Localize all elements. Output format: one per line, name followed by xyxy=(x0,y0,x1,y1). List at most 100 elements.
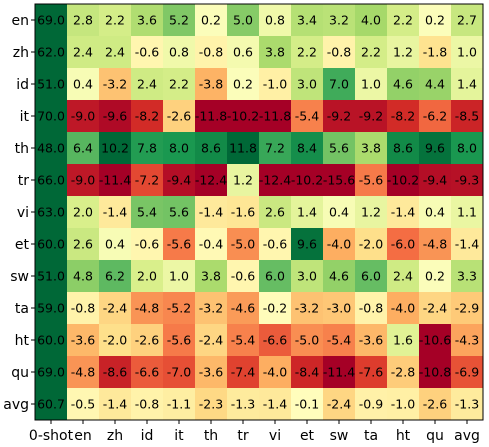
cell-value: -4.0 xyxy=(391,301,415,316)
cell-value: -9.4 xyxy=(167,173,191,188)
cell-value: -0.6 xyxy=(135,237,159,252)
cell-value: 2.7 xyxy=(457,13,477,28)
cell-value: 59.0 xyxy=(37,301,65,316)
cell-value: 69.0 xyxy=(37,13,65,28)
cell-et-th xyxy=(195,228,228,261)
cell-vi-avg xyxy=(451,196,484,229)
cell-avg-id xyxy=(131,388,164,421)
cell-ht-ta xyxy=(355,324,388,357)
cell-qu-0-shot xyxy=(35,356,68,389)
cell-value: 8.6 xyxy=(201,141,221,156)
cell-sw-et xyxy=(291,260,324,293)
cell-sw-vi xyxy=(259,260,292,293)
cell-value: 1.4 xyxy=(297,205,317,220)
cell-en-sw xyxy=(323,4,356,37)
cell-en-zh xyxy=(99,4,132,37)
cell-value: -9.2 xyxy=(359,109,383,124)
cell-value: -6.6 xyxy=(135,365,159,380)
cell-value: 1.0 xyxy=(361,77,381,92)
y-tick-label-ht: ht xyxy=(15,333,30,349)
cell-it-it xyxy=(163,100,196,133)
cell-value: -5.0 xyxy=(231,237,255,252)
cell-ta-sw xyxy=(323,292,356,325)
cell-value: -12.4 xyxy=(195,173,227,188)
cell-value: -11.8 xyxy=(259,109,291,124)
cell-tr-th xyxy=(195,164,228,197)
cell-value: -8.6 xyxy=(103,365,127,380)
cell-value: 1.6 xyxy=(393,333,413,348)
cell-zh-sw xyxy=(323,36,356,69)
cell-value: -0.4 xyxy=(199,237,223,252)
cell-value: 66.0 xyxy=(37,173,65,188)
cell-avg-th xyxy=(195,388,228,421)
cell-tr-en xyxy=(67,164,100,197)
cell-ht-0-shot xyxy=(35,324,68,357)
cell-value: 2.4 xyxy=(137,77,157,92)
cell-value: 0.4 xyxy=(105,237,125,252)
cell-qu-id xyxy=(131,356,164,389)
cell-value: -2.6 xyxy=(167,109,191,124)
cell-value: 0.2 xyxy=(425,13,445,28)
cell-ht-sw xyxy=(323,324,356,357)
cell-value: 9.6 xyxy=(425,141,445,156)
cell-value: 3.8 xyxy=(201,269,221,284)
cell-value: -8.2 xyxy=(135,109,159,124)
cell-value: -15.6 xyxy=(323,173,355,188)
cell-vi-sw xyxy=(323,196,356,229)
x-tick-label-sw: sw xyxy=(330,428,349,444)
cell-value: -0.6 xyxy=(263,237,287,252)
cell-ht-id xyxy=(131,324,164,357)
cell-ta-it xyxy=(163,292,196,325)
cell-value: -9.2 xyxy=(327,109,351,124)
cell-it-ht xyxy=(387,100,420,133)
cell-value: 1.1 xyxy=(457,205,477,220)
cell-ta-ta xyxy=(355,292,388,325)
x-tick-label-ta: ta xyxy=(364,428,378,444)
cell-value: -3.6 xyxy=(199,365,223,380)
y-tick-label-tr: tr xyxy=(18,173,29,189)
cell-value: 8.0 xyxy=(169,141,189,156)
cell-tr-ta xyxy=(355,164,388,197)
cell-value: -4.6 xyxy=(231,301,255,316)
x-tick-label-en: en xyxy=(74,428,92,444)
cell-th-zh xyxy=(99,132,132,165)
cell-value: -5.2 xyxy=(167,301,191,316)
cell-et-ht xyxy=(387,228,420,261)
cell-id-qu xyxy=(419,68,452,101)
cell-th-en xyxy=(67,132,100,165)
cell-value: -10.8 xyxy=(419,365,451,380)
x-tick-label-id: id xyxy=(141,428,154,444)
cell-value: 6.0 xyxy=(265,269,285,284)
cell-value: 2.2 xyxy=(297,45,317,60)
cell-id-ht xyxy=(387,68,420,101)
cell-ta-zh xyxy=(99,292,132,325)
cell-value: -1.4 xyxy=(103,397,127,412)
cell-zh-et xyxy=(291,36,324,69)
cell-value: 0.2 xyxy=(425,269,445,284)
cell-value: -3.2 xyxy=(199,301,223,316)
cell-ht-tr xyxy=(227,324,260,357)
cell-sw-avg xyxy=(451,260,484,293)
cell-id-ta xyxy=(355,68,388,101)
cell-value: 2.2 xyxy=(361,45,381,60)
cell-value: -10.2 xyxy=(227,109,259,124)
cell-ht-zh xyxy=(99,324,132,357)
cell-qu-ht xyxy=(387,356,420,389)
cell-value: -5.6 xyxy=(167,333,191,348)
cell-id-vi xyxy=(259,68,292,101)
cell-value: -4.8 xyxy=(135,301,159,316)
cell-value: 1.0 xyxy=(169,269,189,284)
cell-vi-ht xyxy=(387,196,420,229)
cell-value: 60.0 xyxy=(37,237,65,252)
cell-value: 2.2 xyxy=(393,13,413,28)
cell-value: -5.6 xyxy=(359,173,383,188)
cell-vi-id xyxy=(131,196,164,229)
cell-value: 1.2 xyxy=(393,45,413,60)
cell-id-zh xyxy=(99,68,132,101)
cell-value: 8.6 xyxy=(393,141,413,156)
cell-value: -1.1 xyxy=(167,397,191,412)
cell-th-vi xyxy=(259,132,292,165)
cell-value: -0.2 xyxy=(263,301,287,316)
cell-value: 3.0 xyxy=(297,77,317,92)
